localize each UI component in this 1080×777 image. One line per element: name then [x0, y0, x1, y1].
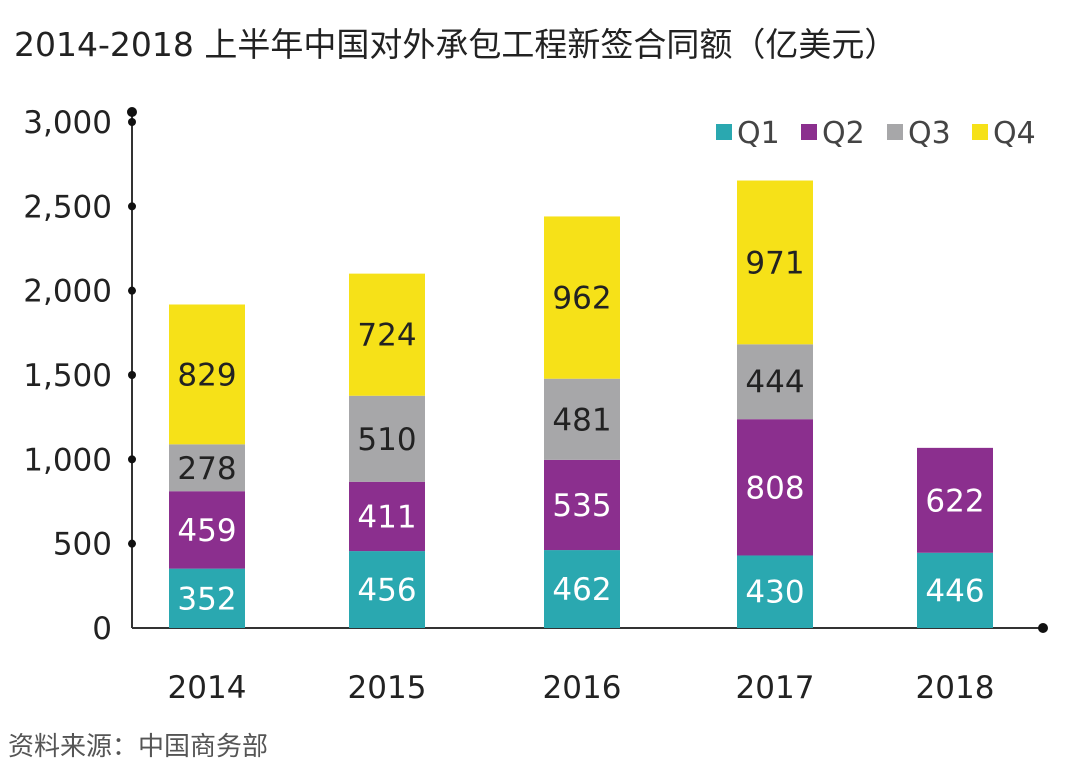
chart-legend: Q1 Q2 Q3 Q4 [716, 116, 1036, 151]
x-tick-label: 2014 [168, 670, 247, 706]
bar-stack-2014: 352 459 278 829 [169, 304, 245, 628]
data-label: 430 [745, 575, 804, 611]
data-label: 462 [552, 572, 611, 608]
bar-segment-q1 [917, 552, 993, 628]
legend-swatch [972, 124, 988, 140]
y-tick-dot [128, 455, 136, 464]
legend-item-q2: Q2 [801, 116, 865, 151]
bar-segment-q2 [349, 481, 425, 552]
y-tick-dot [128, 286, 136, 295]
bar-segment-q1 [737, 555, 813, 628]
legend-item-q3: Q3 [887, 116, 951, 151]
y-tick-dot [128, 118, 136, 126]
legend-label: Q4 [993, 116, 1036, 151]
y-tick-label: 0 [92, 611, 112, 647]
data-label: 459 [177, 513, 236, 549]
legend-swatch [887, 124, 903, 140]
bar-segment-q4 [544, 216, 620, 379]
bar-segment-q3 [349, 395, 425, 482]
y-tick-dot [128, 371, 136, 379]
data-label: 481 [552, 402, 611, 438]
chart-bars: 352 459 278 829 456 411 510 724 462 535 481 962 430 8… [169, 180, 993, 628]
data-label: 971 [745, 245, 804, 281]
legend-item-q4: Q4 [972, 116, 1036, 151]
legend-label: Q2 [822, 116, 865, 151]
bar-segment-q4 [349, 273, 425, 396]
data-label: 510 [357, 422, 416, 458]
y-tick-dot [128, 202, 136, 211]
data-label: 352 [177, 581, 236, 617]
bar-segment-q2 [169, 491, 245, 569]
source-note: 资料来源：中国商务部 [8, 732, 269, 762]
legend-swatch [801, 124, 817, 140]
legend-label: Q1 [737, 116, 780, 151]
bar-stack-2018: 446 622 [917, 447, 993, 628]
legend-swatch [716, 124, 732, 140]
x-tick-label: 2017 [736, 670, 815, 706]
x-axis-end-dot [1038, 623, 1048, 633]
data-label: 535 [552, 488, 611, 524]
bar-stack-2015: 456 411 510 724 [349, 273, 425, 628]
data-label: 278 [177, 451, 236, 487]
bar-stack-2017: 430 808 444 971 [737, 180, 813, 628]
bar-segment-q3 [169, 444, 245, 492]
data-label: 411 [357, 499, 416, 535]
y-tick-label: 1,500 [23, 358, 112, 394]
bar-segment-q2 [737, 419, 813, 556]
bar-segment-q4 [169, 304, 245, 445]
bar-segment-q1 [544, 550, 620, 628]
bar-segment-q3 [737, 344, 813, 420]
bar-segment-q2 [917, 447, 993, 553]
chart-title: 2014-2018 上半年中国对外承包工程新签合同额（亿美元） [14, 25, 898, 64]
x-tick-label: 2016 [543, 670, 622, 706]
y-tick-label: 2,000 [23, 274, 112, 310]
data-label: 622 [925, 483, 984, 519]
bar-segment-q2 [544, 459, 620, 551]
bar-segment-q1 [169, 568, 245, 628]
chart-axes: 0 500 1,000 1,500 2,000 2,500 3,000 [23, 105, 1048, 647]
bar-segment-q3 [544, 378, 620, 460]
x-tick-label: 2015 [348, 670, 427, 706]
y-tick-label: 500 [53, 527, 112, 563]
y-tick-label: 1,000 [23, 442, 112, 478]
data-label: 808 [745, 470, 804, 506]
x-axis-labels: 2014 2015 2016 2017 2018 [168, 670, 995, 706]
legend-label: Q3 [908, 116, 951, 151]
data-label: 724 [357, 318, 416, 354]
x-tick-label: 2018 [916, 670, 995, 706]
data-label: 962 [552, 281, 611, 317]
y-tick-label: 3,000 [23, 105, 112, 141]
data-label: 456 [357, 573, 416, 609]
bar-segment-q4 [737, 180, 813, 345]
y-tick-label: 2,500 [23, 189, 112, 225]
legend-item-q1: Q1 [716, 116, 780, 151]
bar-segment-q1 [349, 551, 425, 628]
data-label: 446 [925, 573, 984, 609]
data-label: 829 [177, 357, 236, 393]
data-label: 444 [745, 365, 804, 401]
bar-stack-2016: 462 535 481 962 [544, 216, 620, 628]
y-axis-end-dot [127, 107, 137, 117]
y-tick-dot [128, 539, 136, 548]
